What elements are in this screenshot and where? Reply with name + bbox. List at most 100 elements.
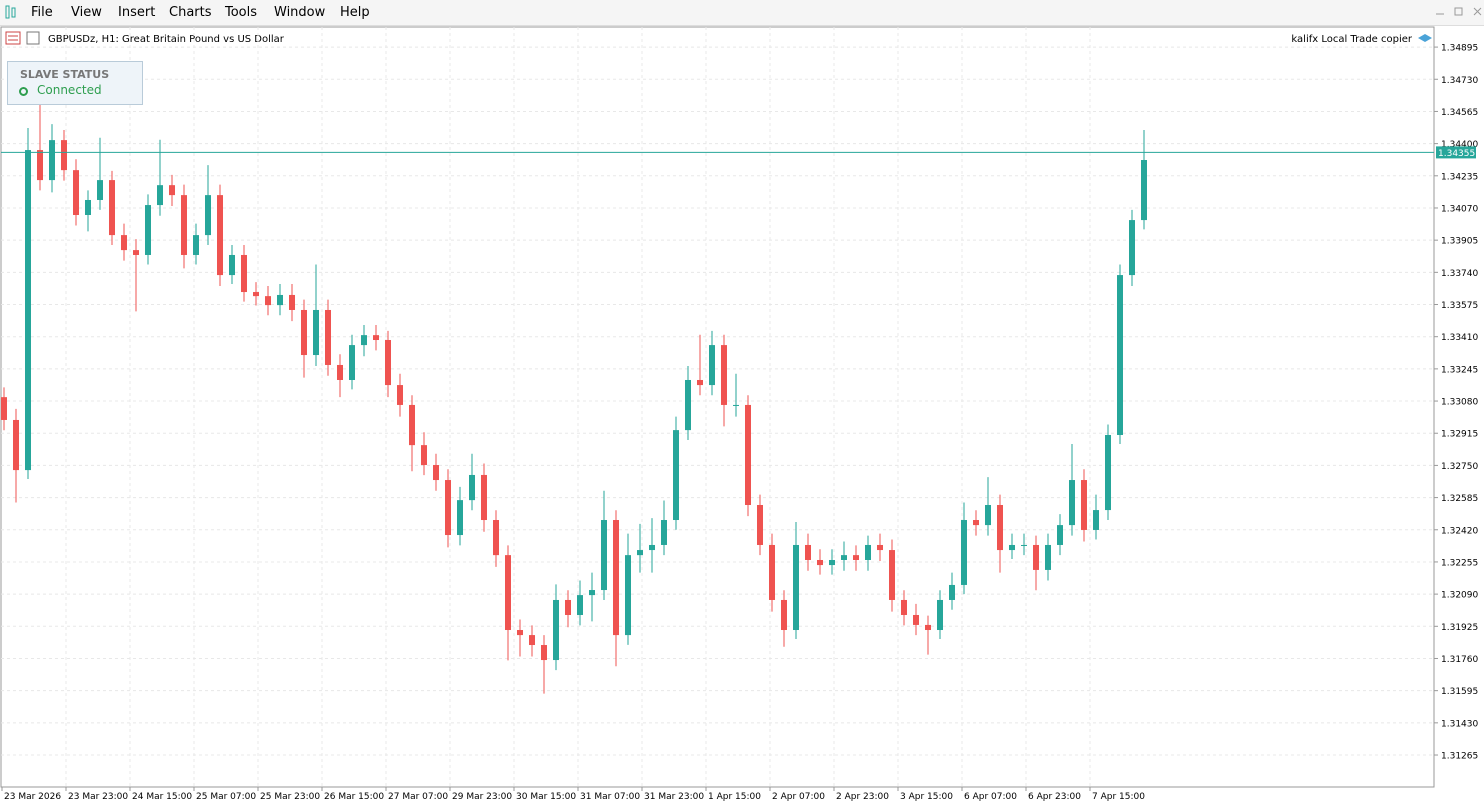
menu-bar: File View Insert Charts Tools Window Help: [0, 0, 1484, 26]
y-tick-label: 1.31595: [1441, 687, 1478, 697]
x-tick-label: 23 Mar 23:00: [68, 792, 128, 802]
candle-body: [481, 474, 487, 521]
candle-body: [1033, 544, 1039, 570]
x-tick-label: 29 Mar 23:00: [452, 792, 512, 802]
current-price-label: 1.34355: [1438, 149, 1475, 159]
candle-body: [925, 624, 931, 631]
candle-body: [337, 364, 343, 380]
y-tick-label: 1.32750: [1441, 462, 1478, 472]
status-panel: SLAVE STATUS Connected: [7, 61, 143, 105]
candle-body: [49, 140, 55, 181]
candle-body: [541, 645, 547, 661]
candle-body: [829, 559, 835, 566]
candle-body: [865, 544, 871, 560]
x-tick-label: 2 Apr 23:00: [836, 792, 889, 802]
candle-body: [13, 419, 19, 471]
candle-body: [457, 500, 463, 536]
y-tick-label: 1.34235: [1441, 172, 1478, 182]
candle-body: [949, 584, 955, 600]
candle-body: [625, 555, 631, 636]
y-tick-label: 1.32255: [1441, 558, 1478, 568]
candle-body: [733, 404, 739, 406]
candle-body: [469, 474, 475, 501]
candle-body: [1045, 544, 1051, 570]
y-tick-label: 1.32915: [1441, 430, 1478, 440]
status-title: SLAVE STATUS: [20, 68, 110, 81]
menu-item[interactable]: Tools: [225, 5, 258, 20]
candle-body: [61, 140, 67, 171]
candle-body: [421, 445, 427, 466]
y-tick-label: 1.34730: [1441, 76, 1478, 86]
candle-body: [697, 379, 703, 386]
x-tick-label: 3 Apr 15:00: [900, 792, 953, 802]
candle-body: [973, 520, 979, 526]
candle-body: [289, 294, 295, 310]
y-tick-label: 1.33080: [1441, 398, 1478, 408]
candle-body: [997, 504, 1003, 551]
y-tick-label: 1.31265: [1441, 752, 1478, 762]
candle-body: [85, 199, 91, 216]
chart-icons: [5, 31, 40, 45]
candle-body: [1009, 544, 1015, 551]
candle-body: [145, 205, 151, 255]
candle-body: [397, 385, 403, 405]
x-tick-label: 2 Apr 07:00: [772, 792, 825, 802]
x-tick-label: 6 Apr 07:00: [964, 792, 1017, 802]
candle-body: [313, 309, 319, 356]
candle-body: [37, 150, 43, 181]
status-state: Connected: [37, 83, 102, 97]
candle-body: [1141, 160, 1147, 221]
candle-body: [817, 559, 823, 566]
candle-body: [205, 195, 211, 236]
menu-item[interactable]: File: [31, 5, 53, 20]
y-tick-label: 1.33245: [1441, 365, 1478, 375]
y-tick-label: 1.33905: [1441, 237, 1478, 247]
candle-body: [889, 550, 895, 600]
candle-body: [385, 340, 391, 386]
menu-item[interactable]: Charts: [169, 5, 212, 20]
x-tick-label: 25 Mar 23:00: [260, 792, 320, 802]
candle-body: [769, 544, 775, 600]
y-tick-label: 1.33740: [1441, 269, 1478, 279]
y-tick-label: 1.34565: [1441, 108, 1478, 118]
candle-body: [193, 235, 199, 255]
candle-body: [1081, 480, 1087, 530]
candle-body: [553, 599, 559, 661]
candle-body: [493, 520, 499, 556]
candle-body: [805, 544, 811, 560]
x-tick-label: 26 Mar 15:00: [324, 792, 384, 802]
x-tick-label: 1 Apr 15:00: [708, 792, 761, 802]
candle-body: [649, 544, 655, 551]
candle-body: [985, 504, 991, 526]
x-tick-label: 23 Mar 2026: [4, 792, 61, 802]
candle-body: [241, 254, 247, 293]
status-dot: [19, 87, 28, 96]
candle-body: [253, 292, 259, 297]
y-tick-label: 1.34070: [1441, 204, 1478, 214]
x-tick-label: 31 Mar 07:00: [580, 792, 640, 802]
current-price-badge: [1436, 146, 1476, 159]
candle-body: [661, 520, 667, 545]
menu-item[interactable]: View: [71, 5, 102, 20]
candle-body: [349, 345, 355, 380]
candle-body: [277, 294, 283, 306]
candle-body: [529, 635, 535, 646]
candle-body: [1129, 220, 1135, 276]
menu-item[interactable]: Help: [340, 5, 370, 20]
candle-body: [169, 185, 175, 196]
candle-body: [901, 599, 907, 615]
candle-body: [445, 480, 451, 536]
y-tick-label: 1.32090: [1441, 591, 1478, 601]
candle-body: [673, 430, 679, 521]
candle-body: [517, 630, 523, 636]
candle-body: [721, 345, 727, 405]
candle-body: [1, 397, 7, 420]
candle-body: [133, 250, 139, 255]
candle-body: [637, 550, 643, 556]
menu-item[interactable]: Window: [274, 5, 326, 20]
candle-body: [613, 520, 619, 636]
menu-item[interactable]: Insert: [118, 5, 156, 20]
expert-icon: [1418, 34, 1432, 42]
plot-layer: 1.34895 1.34730 1.34565 1.34400 1.34235 1.340…: [1, 27, 1478, 802]
candle-body: [217, 195, 223, 276]
